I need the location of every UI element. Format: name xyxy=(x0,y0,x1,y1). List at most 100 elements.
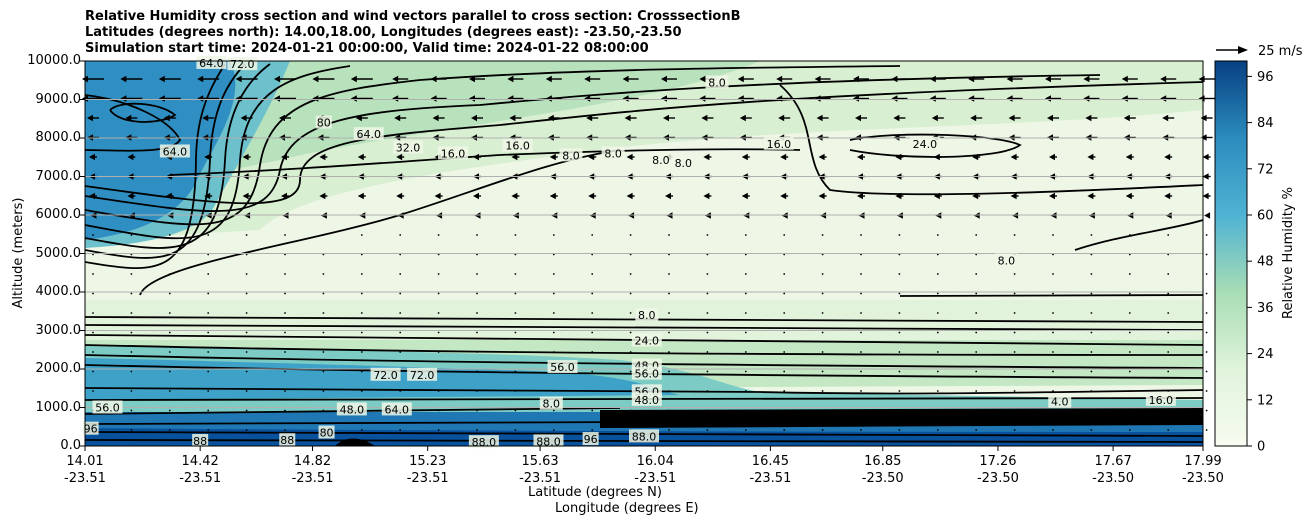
wind-vector xyxy=(130,234,133,236)
wind-vector-head xyxy=(737,95,744,102)
wind-vector xyxy=(1167,253,1170,256)
contour-label: 24.0 xyxy=(913,138,938,151)
wind-vector-head xyxy=(780,192,787,200)
wind-vector xyxy=(1090,409,1093,412)
wind-vector xyxy=(936,273,939,275)
wind-vector-head xyxy=(814,95,821,102)
wind-vector-head xyxy=(818,153,825,161)
contour-label-bg xyxy=(559,148,583,162)
x-tick-latitude: 17.67 xyxy=(1094,454,1132,469)
wind-vector-head xyxy=(855,114,861,122)
wind-vector-head xyxy=(622,95,629,102)
wind-vector xyxy=(207,234,210,236)
wind-vector xyxy=(322,370,325,373)
wind-vector xyxy=(245,273,248,275)
wind-vector xyxy=(1052,351,1054,353)
wind-vector xyxy=(360,351,363,353)
wind-vector xyxy=(1167,273,1170,275)
wind-vector xyxy=(360,390,363,392)
contour-label: 56.0 xyxy=(635,368,660,381)
wind-vector xyxy=(821,370,824,373)
contour-label-bg xyxy=(192,433,209,447)
wind-vector xyxy=(744,409,747,412)
wind-vector xyxy=(476,253,478,256)
wind-vector xyxy=(207,370,210,373)
wind-vector xyxy=(1090,292,1093,295)
contour-label-bg xyxy=(909,136,940,150)
wind-vector xyxy=(975,292,978,295)
contour-label: 8.0 xyxy=(998,254,1016,267)
contour-label-bg xyxy=(159,144,190,158)
wind-vector xyxy=(1052,253,1054,256)
wind-vector xyxy=(629,253,632,256)
wind-vector xyxy=(552,390,555,392)
x-tick-longitude: -23.50 xyxy=(1092,471,1135,486)
wind-vector xyxy=(284,331,286,334)
wind-vector-head xyxy=(1008,114,1015,122)
wind-vector-head xyxy=(1010,192,1017,200)
wind-vector-head xyxy=(584,95,591,102)
wind-vector xyxy=(1128,331,1131,334)
wind-vector-head xyxy=(1160,95,1167,102)
contour-line xyxy=(85,63,246,259)
contour-line xyxy=(85,65,901,226)
contour-label: 64.0 xyxy=(199,57,224,70)
wind-vector xyxy=(92,292,94,295)
contour-label-bg xyxy=(629,429,659,443)
contour-label: 96 xyxy=(84,423,98,436)
wind-vector-head xyxy=(1202,192,1209,200)
wind-vector xyxy=(1167,331,1170,334)
wind-vector xyxy=(860,409,862,412)
wind-vector xyxy=(898,331,901,334)
wind-vector-head xyxy=(204,153,211,161)
contour-label: 8.0 xyxy=(638,309,656,322)
wind-vector-head xyxy=(778,114,785,122)
wind-vector-head xyxy=(202,114,209,122)
contour-line xyxy=(85,63,271,249)
wind-vector-head xyxy=(776,95,783,102)
wind-vector xyxy=(322,253,325,256)
y-tick-label: 2000.0 xyxy=(35,361,82,376)
wind-vector xyxy=(207,409,210,412)
wind-vector xyxy=(936,331,939,334)
wind-vector-head xyxy=(1085,114,1092,122)
contour-line xyxy=(85,63,226,270)
contour-label: 72.0 xyxy=(373,369,398,382)
contour-label-bg xyxy=(994,253,1018,267)
wind-vector xyxy=(168,312,171,314)
wind-vector xyxy=(399,429,402,431)
contour-label-bg xyxy=(631,392,662,406)
wind-vector xyxy=(207,292,210,295)
contour-line xyxy=(85,364,1203,379)
wind-vector xyxy=(975,429,978,431)
wind-vector xyxy=(1167,292,1170,295)
wind-vector-head xyxy=(1087,192,1094,200)
contour-label: 88 xyxy=(193,435,207,448)
contour-line xyxy=(899,294,1203,297)
wind-vector xyxy=(591,273,594,275)
wind-vector xyxy=(744,292,747,295)
wind-vector xyxy=(821,312,824,314)
wind-vector xyxy=(207,312,210,314)
contour-label: 64.0 xyxy=(356,128,381,141)
wind-vector xyxy=(322,234,325,236)
contour-line xyxy=(109,102,177,123)
wind-vector xyxy=(92,331,94,334)
wind-vector xyxy=(1167,351,1170,353)
wind-vector xyxy=(706,390,709,392)
wind-vector-head xyxy=(780,153,787,161)
wind-vector xyxy=(437,273,440,275)
x-tick-marks xyxy=(84,446,1204,451)
wind-vector-head xyxy=(279,114,285,122)
wind-vector-head xyxy=(163,114,170,122)
y-tick-label: 0.0 xyxy=(60,438,81,453)
wind-vector xyxy=(130,370,133,373)
x-tick-latitude: 16.04 xyxy=(636,454,674,469)
contour-line xyxy=(85,65,351,240)
contour-line xyxy=(85,94,182,152)
wind-vector-head xyxy=(547,114,554,122)
wind-vector-head xyxy=(661,75,667,83)
wind-vector-head xyxy=(929,75,936,83)
wind-vector xyxy=(975,234,978,236)
wind-vector xyxy=(168,429,171,431)
